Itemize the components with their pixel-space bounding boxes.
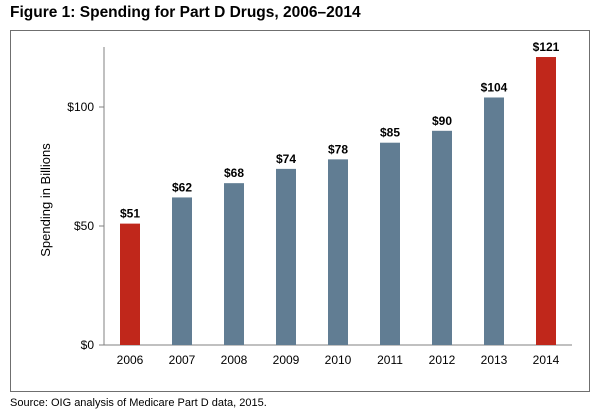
bar-2008 bbox=[224, 183, 244, 345]
y-tick-label: $100 bbox=[67, 100, 94, 114]
y-tick-label: $0 bbox=[81, 338, 95, 352]
data-label-2009: $74 bbox=[276, 152, 296, 166]
bar-2012 bbox=[432, 130, 452, 345]
data-label-2014: $121 bbox=[533, 40, 560, 54]
data-label-2008: $68 bbox=[224, 166, 244, 180]
figure-title: Figure 1: Spending for Part D Drugs, 200… bbox=[10, 4, 361, 21]
bar-2014 bbox=[536, 57, 556, 346]
bar-2007 bbox=[172, 197, 192, 345]
chart-bars bbox=[120, 57, 556, 346]
x-tick-label-2008: 2008 bbox=[221, 353, 248, 367]
chart-y-ticks: $0 $50 $100 bbox=[67, 100, 104, 352]
y-tick-label: $50 bbox=[74, 219, 94, 233]
chart-data-labels: $51 $62 $68 $74 $78 $85 $90 $104 $121 bbox=[120, 40, 560, 221]
data-label-2012: $90 bbox=[432, 114, 452, 128]
data-label-2006: $51 bbox=[120, 207, 140, 221]
data-label-2010: $78 bbox=[328, 142, 348, 156]
bar-2006 bbox=[120, 223, 140, 345]
bar-2013 bbox=[484, 97, 504, 345]
bar-2010 bbox=[328, 159, 348, 345]
x-tick-label-2010: 2010 bbox=[325, 353, 352, 367]
bar-2009 bbox=[276, 168, 296, 345]
x-tick-label-2011: 2011 bbox=[377, 353, 403, 367]
data-label-2011: $85 bbox=[380, 126, 400, 140]
x-tick-label-2014: 2014 bbox=[533, 353, 560, 367]
chart-x-ticks: 2006 2007 2008 2009 2010 2011 2012 2013 2014 bbox=[117, 353, 560, 367]
x-tick-label-2006: 2006 bbox=[117, 353, 144, 367]
x-tick-label-2009: 2009 bbox=[273, 353, 300, 367]
x-tick-label-2012: 2012 bbox=[429, 353, 456, 367]
x-tick-label-2007: 2007 bbox=[169, 353, 196, 367]
y-axis-label: Spending in Billions bbox=[38, 143, 53, 257]
data-label-2007: $62 bbox=[172, 180, 192, 194]
x-tick-label-2013: 2013 bbox=[481, 353, 508, 367]
data-label-2013: $104 bbox=[481, 80, 508, 94]
chart-frame bbox=[10, 30, 590, 392]
bar-2011 bbox=[380, 142, 400, 345]
source-note: Source: OIG analysis of Medicare Part D … bbox=[10, 397, 267, 409]
